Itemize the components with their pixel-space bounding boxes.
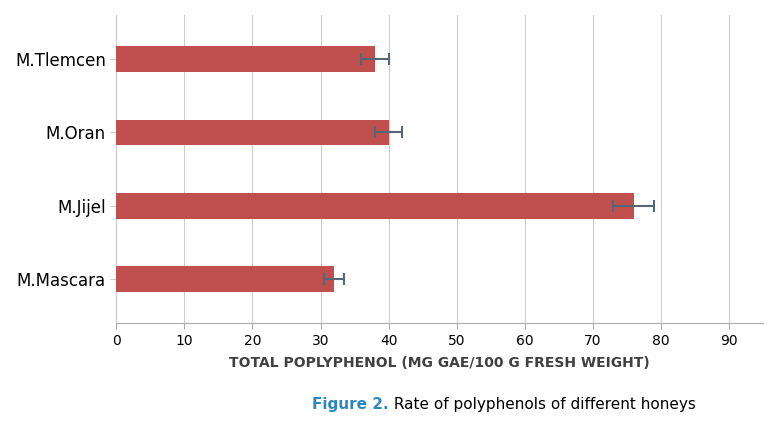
Text: Rate of polyphenols of different honeys: Rate of polyphenols of different honeys (389, 398, 696, 412)
Bar (116, 193, 633, 219)
Bar (116, 46, 375, 72)
Text: Figure 2.: Figure 2. (313, 398, 389, 412)
Bar (116, 266, 334, 292)
X-axis label: TOTAL POPLYPHENOL (MG GAE/100 G FRESH WEIGHT): TOTAL POPLYPHENOL (MG GAE/100 G FRESH WE… (230, 356, 650, 370)
Bar (116, 120, 388, 145)
